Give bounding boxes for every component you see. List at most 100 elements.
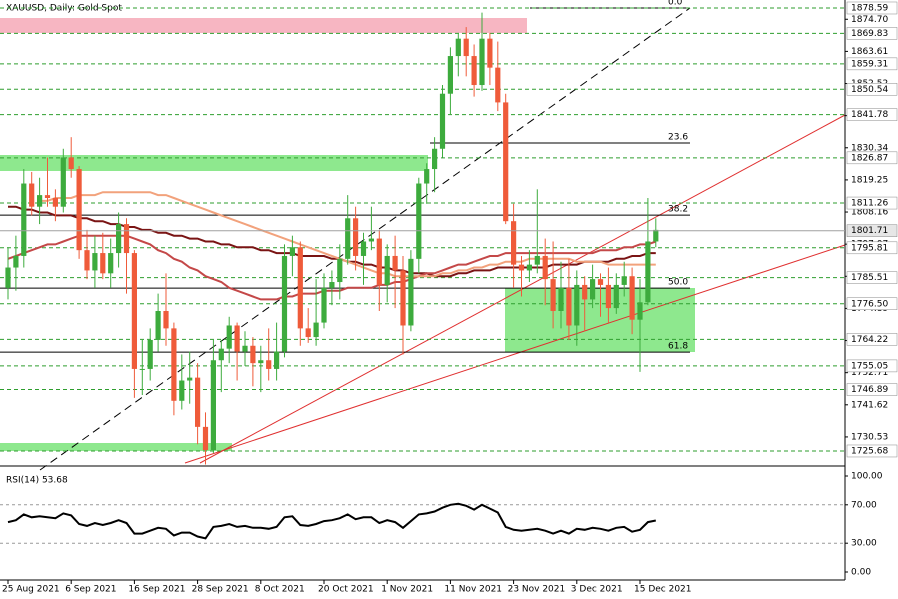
candle-body [566, 287, 572, 326]
price-label: 1776.50 [851, 299, 888, 309]
y-tick-label: 1819.25 [851, 175, 888, 185]
candle-body [147, 339, 153, 369]
candle-body [234, 325, 240, 352]
price-label-box [846, 27, 898, 40]
x-tick-label: 8 Oct 2021 [255, 585, 305, 595]
candle-body [179, 380, 185, 401]
candle-body [597, 279, 604, 285]
candle-body [131, 253, 137, 369]
candle-body [416, 183, 422, 259]
y-tick-label: 1874.70 [851, 15, 888, 25]
supply-zone [0, 18, 527, 33]
fib-label: 61.8 [668, 342, 688, 352]
candle-body [384, 255, 390, 285]
candle-body [321, 287, 327, 323]
price-label: 1725.68 [851, 446, 888, 456]
moving-average [8, 205, 656, 278]
candle-body [92, 253, 98, 271]
price-label: 1801.71 [851, 226, 888, 236]
candle-body [439, 93, 446, 149]
candle-body [550, 279, 556, 311]
y-tick-label: 1752.71 [851, 368, 888, 378]
candle-body [226, 325, 232, 349]
candle-body [44, 195, 51, 199]
price-label: 1764.22 [851, 335, 888, 345]
candle-body [590, 279, 596, 300]
chart-title: XAUUSD, Daily: Gold Spot [6, 4, 122, 14]
price-label-box [846, 444, 898, 458]
candle-body [645, 241, 651, 303]
trend-line [39, 7, 691, 471]
price-label-box [846, 333, 898, 346]
rsi-tick-label: 0.00 [851, 568, 871, 578]
candle-body [29, 183, 35, 207]
candle-body [471, 56, 477, 86]
candle-body [171, 328, 177, 401]
candle-body [329, 282, 335, 288]
price-label-box [846, 151, 898, 165]
rsi-tick-label: 70.00 [851, 500, 877, 510]
demand-zone [0, 443, 232, 451]
candle-body [258, 360, 264, 364]
candle-body [68, 157, 74, 170]
price-label: 1785.51 [851, 273, 888, 283]
price-label: 1878.59 [851, 3, 888, 13]
fib-label: 23.6 [668, 132, 688, 142]
candle-body [5, 267, 11, 288]
x-tick-label: 20 Oct 2021 [318, 585, 374, 595]
candle-body [518, 264, 525, 271]
price-label-box [846, 224, 898, 237]
demand-zone [0, 155, 428, 171]
candle-body [202, 426, 209, 451]
candle-body [360, 241, 367, 256]
candle-body [266, 360, 272, 369]
candle-body [250, 345, 256, 364]
candle-body [84, 250, 90, 271]
y-tick-label: 1808.16 [851, 208, 888, 218]
candle-body [376, 238, 382, 285]
y-tick-label: 1830.34 [851, 143, 888, 153]
candle-body [345, 218, 351, 259]
candle-body [526, 264, 532, 271]
candle-body [100, 253, 106, 274]
price-label-box [846, 359, 898, 373]
candle-body [629, 276, 635, 320]
candle-body [187, 377, 193, 381]
candle-body [195, 377, 201, 427]
candle-body [37, 195, 43, 207]
candle-body [218, 348, 224, 361]
candle-body [13, 255, 19, 268]
candle-body [163, 310, 169, 329]
candle-body [297, 247, 303, 329]
candle-body [400, 270, 406, 326]
candle-body [116, 224, 122, 254]
price-label-box [846, 383, 898, 396]
candle-body [605, 284, 611, 309]
candle-body [503, 102, 509, 222]
rsi-tick-label: 30.00 [851, 539, 877, 549]
y-tick-label: 1730.53 [851, 432, 888, 442]
candle-body [653, 229, 659, 242]
candle-body [337, 258, 343, 283]
price-label: 1826.87 [851, 153, 888, 163]
candle-body [108, 253, 114, 274]
fib-label: 38.2 [668, 205, 688, 215]
y-tick-label: 1741.62 [851, 400, 888, 410]
candle-body [487, 38, 493, 68]
rsi-tick-label: 100.00 [851, 472, 883, 482]
x-tick-label: 23 Nov 2021 [508, 585, 566, 595]
price-label: 1869.83 [851, 29, 888, 39]
price-label-box [846, 108, 898, 121]
x-tick-label: 16 Sep 2021 [128, 585, 185, 595]
candle-body [289, 247, 295, 256]
candle-body [210, 360, 216, 451]
candle-body [447, 56, 453, 94]
price-label: 1795.81 [851, 243, 888, 253]
candle-body [155, 310, 161, 340]
candle-body [76, 169, 82, 251]
candle-body [424, 169, 430, 184]
price-label-box [846, 57, 898, 71]
candle-body [368, 238, 374, 242]
